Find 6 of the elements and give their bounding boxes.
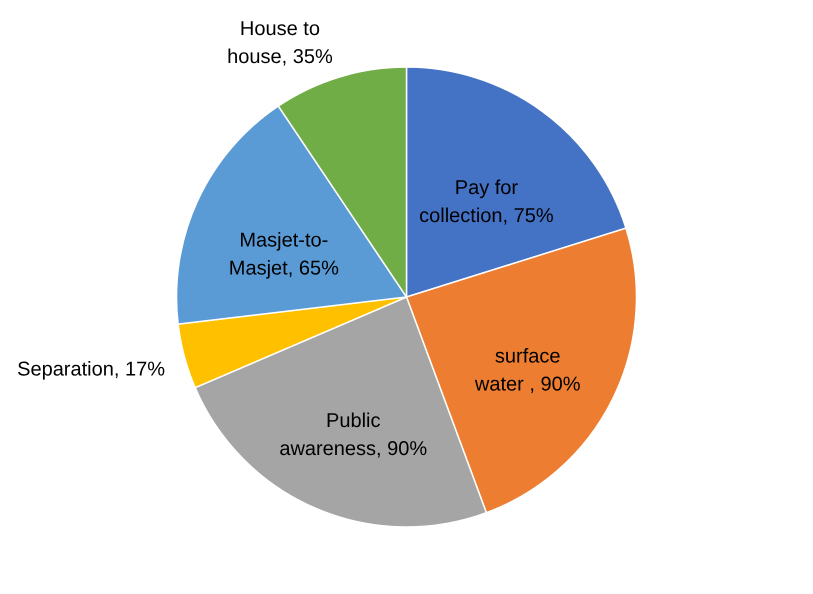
slice-label: surface water , 90% — [474, 345, 581, 396]
slice-label: House to house, 35% — [227, 18, 333, 68]
slice-label: Public awareness, 90% — [279, 410, 428, 460]
slice-label: Masjet-to-Masjet, 65% — [228, 230, 340, 280]
slice-label: Pay for collection, 75% — [419, 177, 554, 228]
slice-label: Separation, 17% — [17, 358, 166, 380]
